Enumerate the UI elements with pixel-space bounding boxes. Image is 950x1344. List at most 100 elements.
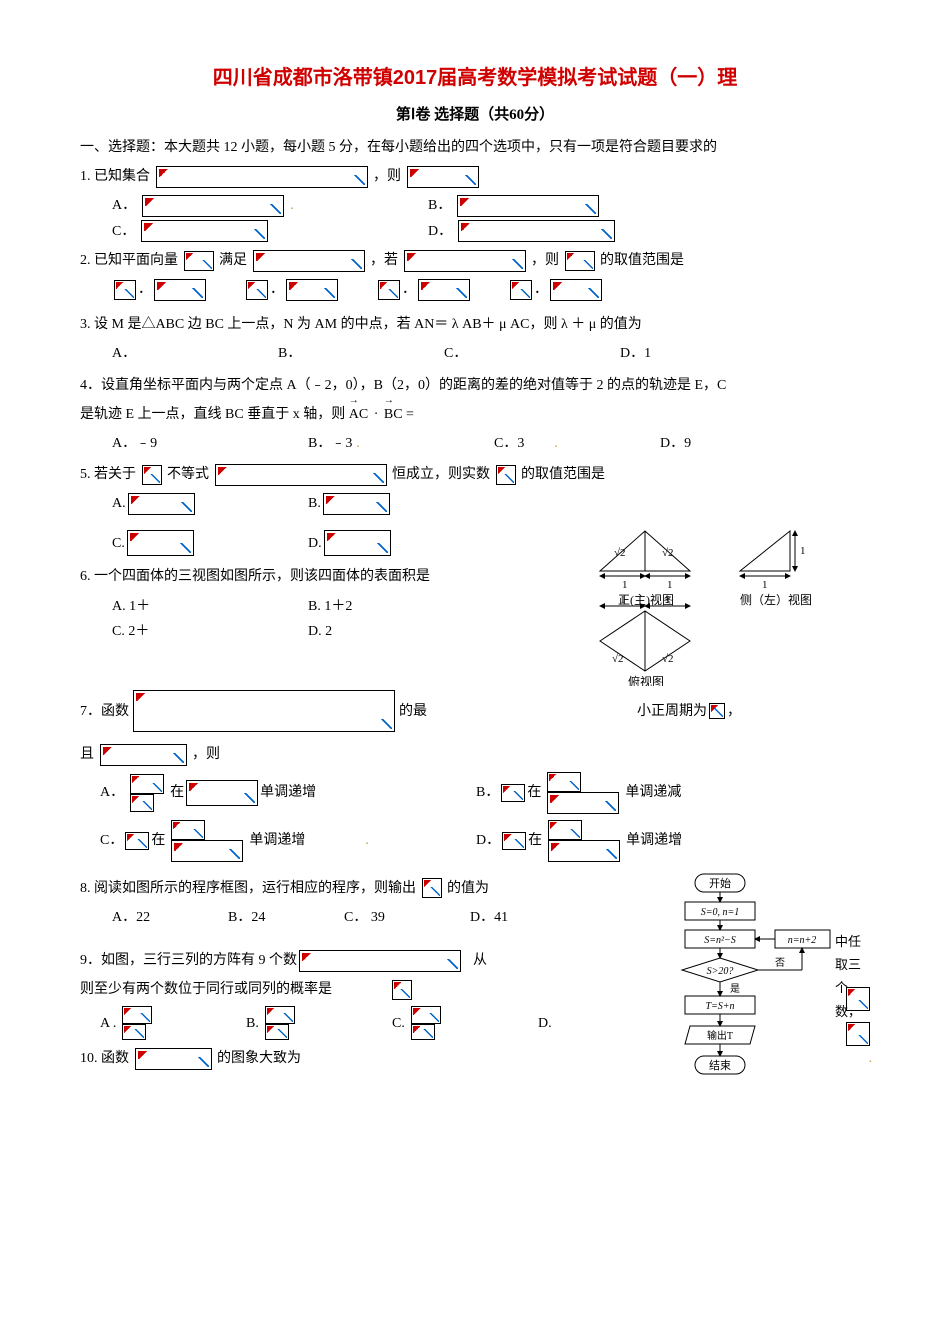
q10-b: 的图象大致为 [217,1051,301,1066]
placeholder-icon [411,1024,435,1040]
flowchart-col: 开始 S=0, n=1 S=n²−S n=n+2 S>20? 否 是 [640,872,870,1102]
placeholder-icon [496,465,516,485]
svg-text:S=0, n=1: S=0, n=1 [701,907,740,918]
placeholder-icon [253,250,365,272]
q2-options: ． ． ． ． [112,277,870,302]
q5-d: 的取值范围是 [521,467,605,482]
placeholder-icon [547,792,619,814]
page-title: 四川省成都市洛带镇2017届高考数学模拟考试试题（一）理 [80,60,870,96]
q7-f: ，则 [192,747,220,762]
placeholder-icon [286,279,338,301]
q7-C-b: 在 [151,828,165,853]
placeholder-icon [130,794,154,812]
placeholder-icon [502,832,526,850]
q3-C: C． [444,341,584,366]
q7-D-c: 单调递增 [626,828,682,853]
q6-D: D. 2 [308,619,332,644]
placeholder-icon [127,530,194,556]
svg-text:输出T: 输出T [707,1029,733,1042]
q5-B: B. [308,491,321,516]
svg-text:S=n²−S: S=n²−S [704,935,736,946]
q5-b: 不等式 [167,467,209,482]
svg-text:结束: 结束 [709,1059,731,1072]
q8-options: A．22 B．24 C． 39 D．41 [112,905,640,930]
q2-c: ，若 [370,253,398,268]
placeholder-icon [510,280,532,300]
q5-D: D. [308,531,322,556]
placeholder-icon [128,493,195,515]
svg-text:1: 1 [620,594,626,606]
svg-text:侧（左）视图: 侧（左）视图 [740,592,812,607]
svg-text:是: 是 [730,983,740,995]
question-3: 3. 设 M 是△ABC 边 BC 上一点，N 为 AM 的中点，若 AN＝ λ… [80,312,870,337]
placeholder-icon [265,1024,289,1040]
placeholder-icon [458,220,615,242]
q8-b: 的值为 [447,881,489,896]
q9-B: B. [246,1011,259,1036]
placeholder-icon [135,1048,212,1070]
placeholder-icon [265,1006,295,1024]
dot-op: · [374,407,379,422]
q7-B-b: 在 [527,780,541,805]
svg-text:1: 1 [665,594,671,606]
placeholder-icon [125,832,149,850]
q5-a: 5. 若关于 [80,467,136,482]
q2-e: 的取值范围是 [600,253,684,268]
placeholder-icon [548,840,620,862]
q7-D-b: 在 [528,828,542,853]
q7-C-a: C． [100,828,123,853]
q1-options: A．. B． [112,193,870,218]
question-1: 1. 已知集合 ，则 [80,164,870,189]
q3-options: A． B． C． D．1 [112,341,870,366]
placeholder-icon [457,195,599,217]
q3-D: D．1 [620,341,651,366]
placeholder-icon [114,280,136,300]
q5-A: A. [112,491,126,516]
q6-A: A. 1＋ [112,594,272,619]
question-4-l1: 4．设直角坐标平面内与两个定点 A（﹣2，0），B（2，0）的距离的差的绝对值等… [80,373,870,398]
q7-options-2: C． 在 单调递增 . D． 在 单调递增 [100,820,870,862]
placeholder-icon [215,464,387,486]
placeholder-icon [130,774,164,794]
q7-c: 小正周期为 [637,699,707,724]
placeholder-icon [392,980,412,1000]
placeholder-icon [184,251,214,271]
svg-text:开始: 开始 [709,876,731,890]
svg-text:√2: √2 [662,653,674,665]
q7-a: 7．函数 [80,699,129,724]
placeholder-icon [171,840,243,862]
subtitle: 第Ⅰ卷 选择题（共60分） [80,102,870,129]
placeholder-icon [422,878,442,898]
placeholder-icon [186,780,258,806]
placeholder-icon [154,279,206,301]
q6-options-1: A. 1＋ B. 1＋2 [112,594,580,619]
q9-a: 9．如图，三行三列的方阵有 9 个数 [80,948,297,973]
q1-C: C． [112,219,135,244]
svg-text:否: 否 [775,957,785,969]
svg-text:√2: √2 [614,547,626,559]
q1-D: D． [428,219,452,244]
q9-D: D. [538,1011,552,1036]
q4-stem2: 是轨迹 E 上一点，直线 BC 垂直于 x 轴，则 [80,407,345,422]
q7-d: ， [727,699,741,724]
q10-a: 10. 函数 [80,1051,129,1066]
q8-B: B．24 [228,905,308,930]
placeholder-icon [299,950,461,972]
q6-row: C. D. 6. 一个四面体的三视图如图所示，则该四面体的表面积是 A. 1＋ … [80,516,870,686]
placeholder-icon [501,784,525,802]
placeholder-icon [142,465,162,485]
q4-B: B．﹣3. [308,431,458,456]
placeholder-icon [407,166,479,188]
placeholder-icon [565,251,595,271]
placeholder-icon [122,1006,152,1024]
q5-options-2: C. D. [112,530,580,556]
q1-B: B． [428,193,451,218]
placeholder-icon [547,772,581,792]
svg-text:T=S+n: T=S+n [705,1001,734,1012]
q7-B-a: B． [476,780,499,805]
q9-c: 中任取三个数， [835,930,870,1024]
section-intro: 一、选择题：本大题共 12 小题，每小题 5 分，在每小题给出的四个选项中，只有… [80,135,870,160]
placeholder-icon [133,690,395,732]
svg-text:n=n+2: n=n+2 [788,935,817,946]
three-view-svg: 1 1 √2 √2 正(主)视图 1 1 侧（左）视图 1 [580,516,870,686]
